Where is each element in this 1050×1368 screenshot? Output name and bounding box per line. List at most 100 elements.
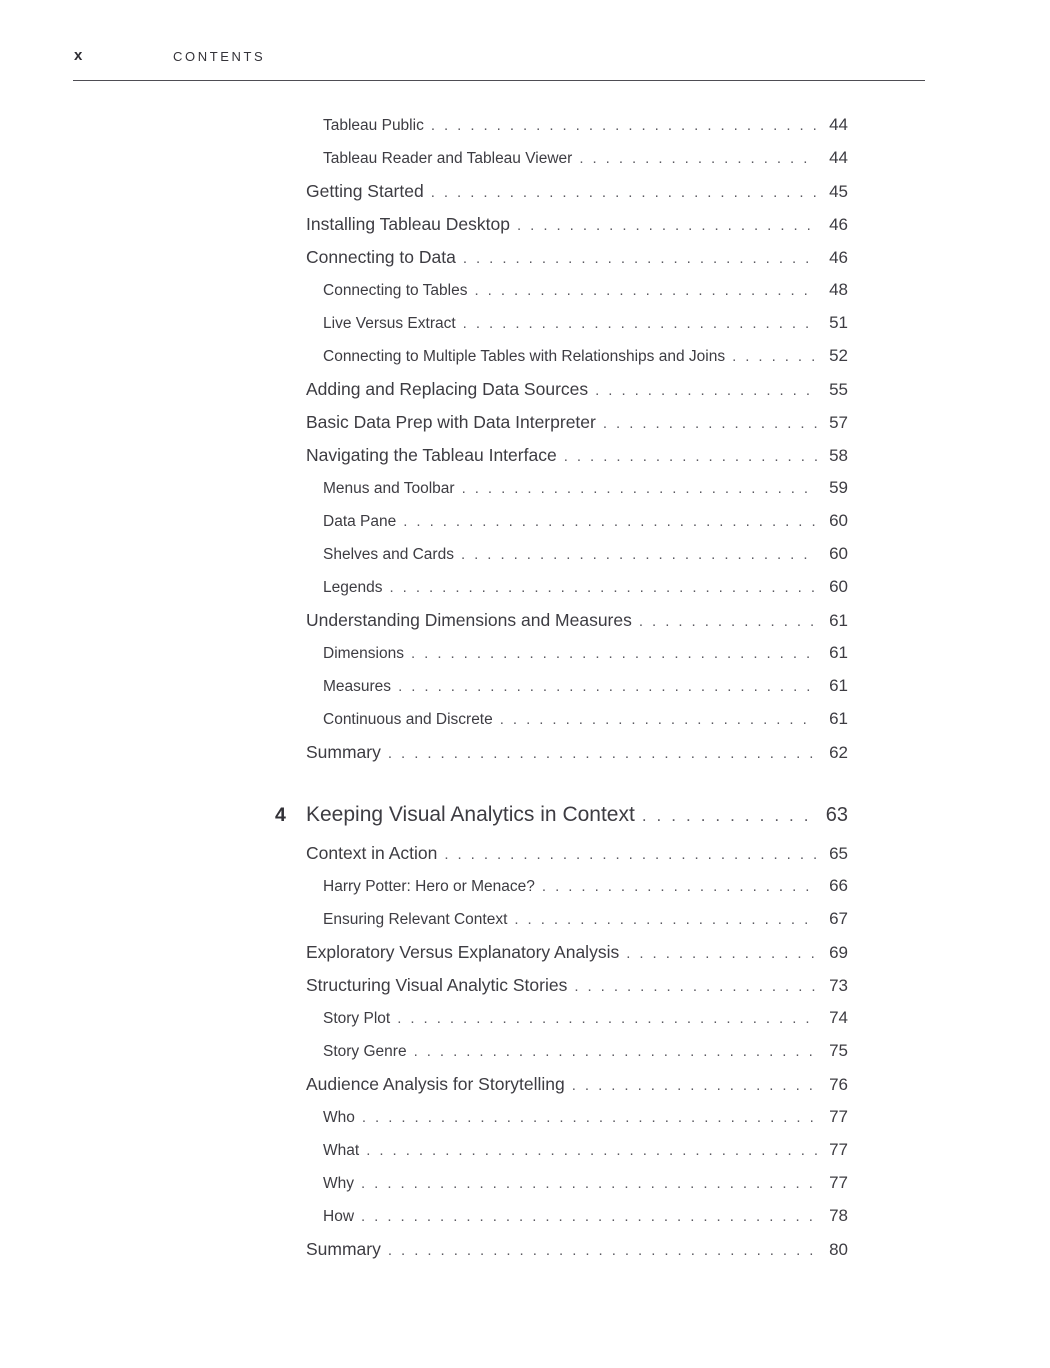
toc-entry[interactable]: Dimensions 61	[275, 643, 848, 676]
dot-leader	[639, 610, 817, 631]
toc-entry[interactable]: What 77	[275, 1140, 848, 1173]
toc-entry-title: Basic Data Prep with Data Interpreter	[306, 412, 596, 432]
toc-entry[interactable]: Installing Tableau Desktop 46	[275, 214, 848, 247]
page-folio: x	[74, 47, 83, 64]
toc-entry-page: 60	[829, 511, 848, 530]
toc-entry-title: Connecting to Data	[306, 247, 456, 267]
toc-section: 4 Keeping Visual Analytics in Context 63…	[275, 803, 848, 1272]
dot-leader	[514, 911, 817, 929]
toc-entry[interactable]: Tableau Public 44	[275, 115, 848, 148]
toc-entry-title: Legends	[323, 579, 383, 596]
toc-entry[interactable]: Audience Analysis for Storytelling 76	[275, 1074, 848, 1107]
toc-entry[interactable]: Story Genre 75	[275, 1041, 848, 1074]
dot-leader	[603, 412, 817, 433]
toc-entry-page: 77	[829, 1140, 848, 1159]
toc-entry[interactable]: Legends 60	[275, 577, 848, 610]
toc-entry-title: Audience Analysis for Storytelling	[306, 1074, 565, 1094]
toc-entry-title: Navigating the Tableau Interface	[306, 445, 557, 465]
toc-entry-page: 59	[829, 478, 848, 497]
toc-entry-title: Ensuring Relevant Context	[323, 911, 508, 928]
toc-entry-page: 67	[829, 909, 848, 928]
dot-leader	[579, 150, 817, 168]
dot-leader	[732, 348, 817, 366]
toc-entry[interactable]: Adding and Replacing Data Sources 55	[275, 379, 848, 412]
toc-entry-title: Shelves and Cards	[323, 546, 454, 563]
running-head: x CONTENTS	[0, 47, 1050, 67]
toc-entry[interactable]: Live Versus Extract 51	[275, 313, 848, 346]
toc-entry-page: 58	[829, 446, 848, 465]
dot-leader	[564, 445, 817, 466]
toc-entry-page: 77	[829, 1107, 848, 1126]
dot-leader	[444, 843, 817, 864]
toc-entry-title: Continuous and Discrete	[323, 711, 493, 728]
toc-entry-page: 55	[829, 380, 848, 399]
toc-entry[interactable]: Shelves and Cards 60	[275, 544, 848, 577]
dot-leader	[462, 480, 817, 498]
toc-entry[interactable]: Navigating the Tableau Interface 58	[275, 445, 848, 478]
toc-entry-title: Summary	[306, 1239, 381, 1259]
toc-entry[interactable]: Data Pane 60	[275, 511, 848, 544]
toc-entry-page: 61	[829, 643, 848, 662]
toc-entry-page: 52	[829, 346, 848, 365]
toc-entry[interactable]: Understanding Dimensions and Measures 61	[275, 610, 848, 643]
toc-entry[interactable]: Measures 61	[275, 676, 848, 709]
toc-entry-title: Tableau Public	[323, 117, 424, 134]
dot-leader	[411, 645, 817, 663]
toc-entry-page: 45	[829, 182, 848, 201]
toc-entry[interactable]: Continuous and Discrete 61	[275, 709, 848, 742]
toc-entry[interactable]: Connecting to Data 46	[275, 247, 848, 280]
toc-entry-title: Tableau Reader and Tableau Viewer	[323, 150, 573, 167]
dot-leader	[500, 711, 817, 729]
toc-entry[interactable]: Harry Potter: Hero or Menace? 66	[275, 876, 848, 909]
toc-entry[interactable]: Connecting to Multiple Tables with Relat…	[275, 346, 848, 379]
contents-heading: CONTENTS	[173, 49, 266, 64]
toc-entry-page: 51	[829, 313, 848, 332]
toc-entry-page: 80	[829, 1240, 848, 1259]
toc-entry[interactable]: Context in Action 65	[275, 843, 848, 876]
toc-entry[interactable]: Tableau Reader and Tableau Viewer 44	[275, 148, 848, 181]
toc-entry-page: 78	[829, 1206, 848, 1225]
dot-leader	[542, 878, 817, 896]
toc-entry-title: Structuring Visual Analytic Stories	[306, 975, 568, 995]
toc-entry-page: 69	[829, 943, 848, 962]
toc-entry[interactable]: Exploratory Versus Explanatory Analysis …	[275, 942, 848, 975]
toc-entry-title: Exploratory Versus Explanatory Analysis	[306, 942, 620, 962]
dot-leader	[361, 1208, 817, 1226]
toc-entry-page: 62	[829, 743, 848, 762]
dot-leader	[388, 1239, 817, 1260]
toc-entry-page: 66	[829, 876, 848, 895]
dot-leader	[474, 282, 817, 300]
toc-entry[interactable]: Why 77	[275, 1173, 848, 1206]
chapter-number: 4	[275, 804, 286, 826]
chapter-title: Keeping Visual Analytics in Context	[306, 803, 635, 826]
toc-entry-title: Measures	[323, 678, 392, 695]
toc-entry[interactable]: Getting Started 45	[275, 181, 848, 214]
toc-entry-page: 73	[829, 976, 848, 995]
toc-entry[interactable]: Summary 62	[275, 742, 848, 775]
toc-chapter-entry[interactable]: 4 Keeping Visual Analytics in Context 63	[275, 803, 848, 843]
toc-entry[interactable]: Basic Data Prep with Data Interpreter 57	[275, 412, 848, 445]
toc-entry-page: 65	[829, 844, 848, 863]
toc-entry-title: Live Versus Extract	[323, 315, 456, 332]
toc-entry[interactable]: Ensuring Relevant Context 67	[275, 909, 848, 942]
dot-leader	[362, 1109, 817, 1127]
toc-section: Tableau Public 44 Tableau Reader and Tab…	[275, 115, 848, 775]
toc-entry-title: Menus and Toolbar	[323, 480, 455, 497]
toc-entry-page: 61	[829, 709, 848, 728]
toc-entry-page: 60	[829, 577, 848, 596]
toc-entry[interactable]: How 78	[275, 1206, 848, 1239]
toc-entry-title: What	[323, 1142, 360, 1159]
toc-entry-title: Data Pane	[323, 513, 397, 530]
dot-leader	[574, 975, 817, 996]
toc-entry[interactable]: Menus and Toolbar 59	[275, 478, 848, 511]
toc-entry[interactable]: Summary 80	[275, 1239, 848, 1272]
toc-entry[interactable]: Structuring Visual Analytic Stories 73	[275, 975, 848, 1008]
dot-leader	[398, 678, 817, 696]
toc-entry-title: Installing Tableau Desktop	[306, 214, 510, 234]
toc-entry-title: Context in Action	[306, 843, 438, 863]
toc-entry-title: Summary	[306, 742, 381, 762]
toc-entry[interactable]: Who 77	[275, 1107, 848, 1140]
toc-entry[interactable]: Connecting to Tables 48	[275, 280, 848, 313]
dot-leader	[431, 117, 817, 135]
toc-entry[interactable]: Story Plot 74	[275, 1008, 848, 1041]
